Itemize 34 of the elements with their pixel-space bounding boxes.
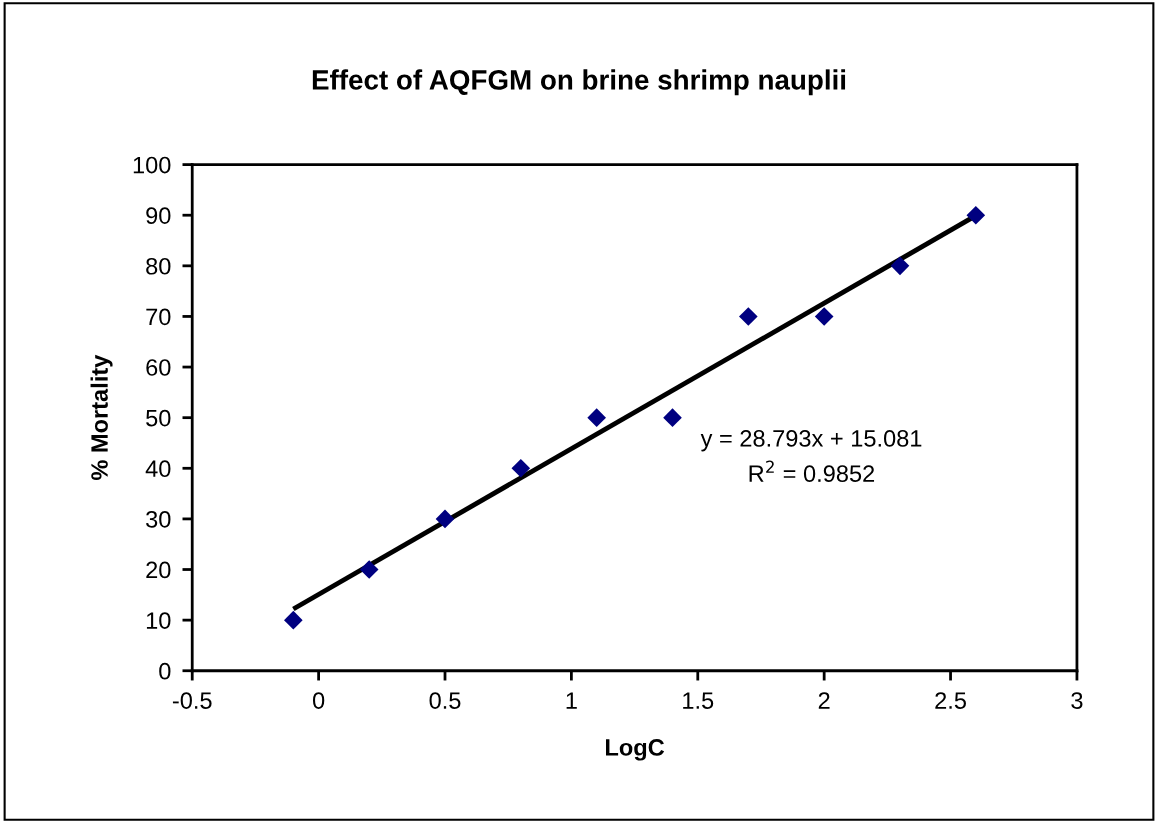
y-tick-label: 10 <box>146 612 171 629</box>
y-tick-label: 60 <box>146 359 171 376</box>
x-tick-label: 1 <box>566 692 577 709</box>
x-tick-label: 0 <box>312 692 325 709</box>
y-tick-label: 90 <box>146 207 171 224</box>
y-tick-label: 70 <box>146 308 171 326</box>
y-tick-label: 0 <box>159 662 171 680</box>
point <box>739 307 758 326</box>
point <box>663 408 682 427</box>
chart-title: Effect of AQFGM on brine shrimp nauplii <box>312 69 846 96</box>
x-axis-title: LogC <box>606 739 665 761</box>
x-tick-label: 3 <box>1071 692 1083 709</box>
x-tick-label: 1.5 <box>683 692 714 709</box>
annotation: y = 28.793x + 15.081 <box>700 430 922 452</box>
y-tick-label: 80 <box>146 257 171 275</box>
point <box>587 408 606 427</box>
annotation: R$^{2}$ = 0.9852 <box>749 460 875 483</box>
point <box>966 205 986 225</box>
point <box>814 307 834 326</box>
x-tick-label: 2 <box>818 692 830 709</box>
x-tick-label: 0.5 <box>429 692 461 709</box>
y-axis-title: % Mortality <box>90 354 113 481</box>
y-tick-label: 30 <box>146 510 171 528</box>
x-tick-label: -0.5 <box>172 692 212 709</box>
y-tick-label: 100 <box>133 156 171 174</box>
point <box>435 509 455 529</box>
y-tick-label: 50 <box>146 409 171 427</box>
point <box>890 256 910 276</box>
y-tick-label: 40 <box>145 460 171 478</box>
point <box>359 560 379 579</box>
y-tick-label: 20 <box>146 561 171 579</box>
point <box>511 458 531 478</box>
point <box>284 610 303 630</box>
x-tick-label: 2.5 <box>935 692 966 709</box>
